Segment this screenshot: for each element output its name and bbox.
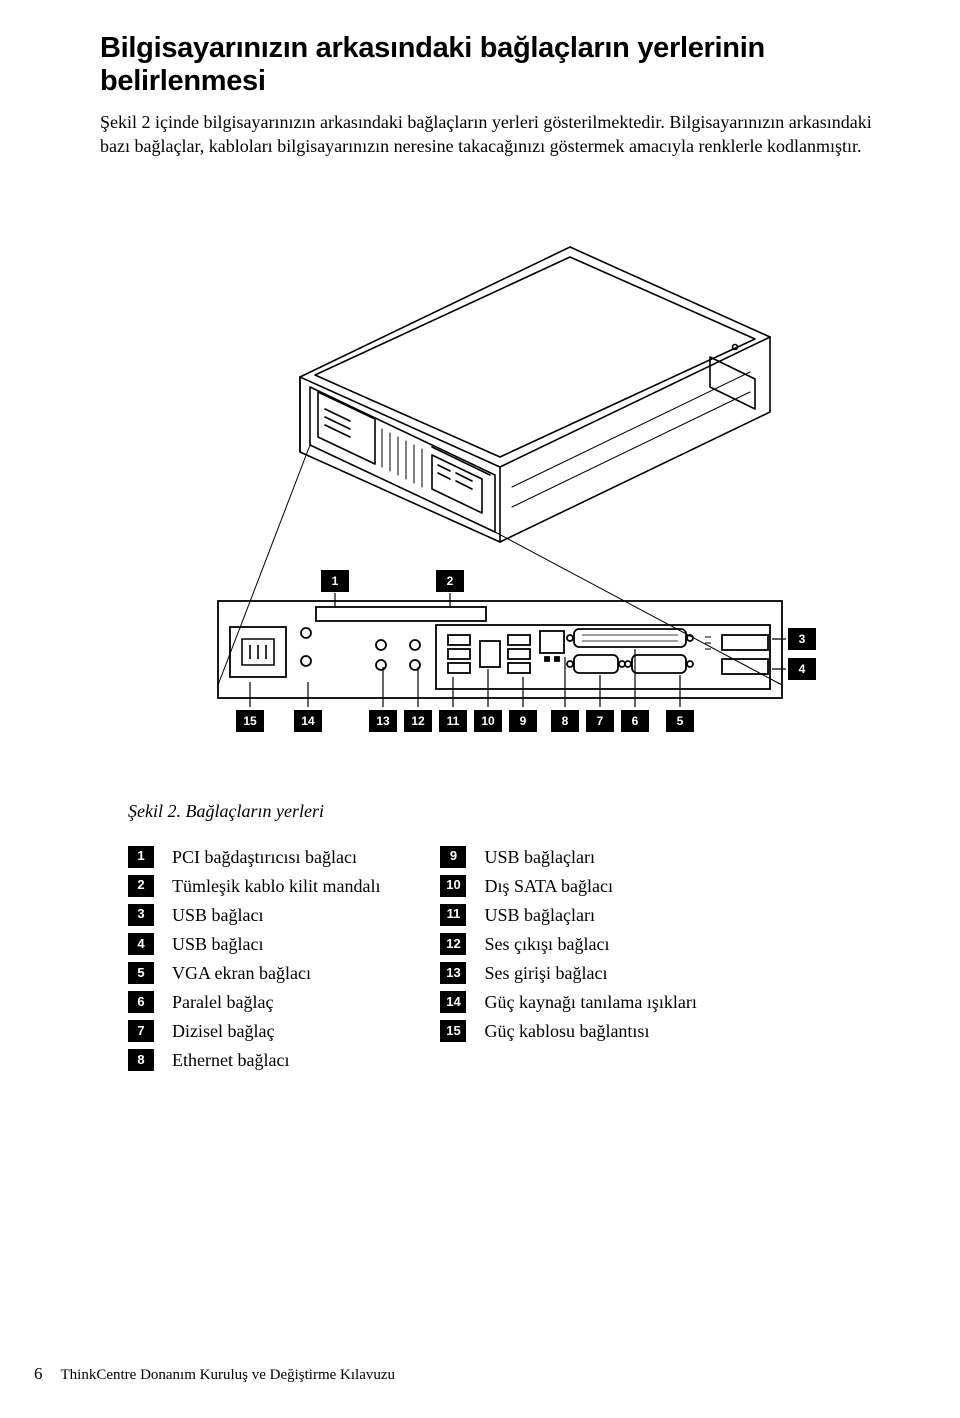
legend-row: 14 Güç kaynağı tanılama ışıkları — [440, 989, 696, 1015]
legend-row: 13 Ses girişi bağlacı — [440, 960, 696, 986]
callout-badge: 13 — [369, 710, 397, 732]
figure-container: 12 34 15141312111098765 — [100, 187, 890, 787]
callout-badge: 9 — [509, 710, 537, 732]
legend-number-badge: 8 — [128, 1049, 154, 1071]
figure-caption: Şekil 2. Bağlaçların yerleri — [128, 801, 890, 822]
legend-label: Ethernet bağlacı — [172, 1047, 289, 1073]
legend-row: 11 USB bağlaçları — [440, 902, 696, 928]
legend-label: Güç kaynağı tanılama ışıkları — [484, 989, 696, 1015]
page-footer: 6 ThinkCentre Donanım Kuruluş ve Değişti… — [34, 1364, 395, 1384]
svg-text:9: 9 — [520, 714, 527, 728]
callout-badge: 14 — [294, 710, 322, 732]
legend-label: Ses çıkışı bağlacı — [484, 931, 609, 957]
legend-number-badge: 9 — [440, 846, 466, 868]
svg-text:13: 13 — [376, 714, 390, 728]
legend-row: 8 Ethernet bağlacı — [128, 1047, 380, 1073]
callout-badge: 10 — [474, 710, 502, 732]
svg-text:10: 10 — [481, 714, 495, 728]
legend-row: 2 Tümleşik kablo kilit mandalı — [128, 873, 380, 899]
legend-row: 5 VGA ekran bağlacı — [128, 960, 380, 986]
legend-label: Dizisel bağlaç — [172, 1018, 274, 1044]
legend-number-badge: 12 — [440, 933, 466, 955]
svg-text:11: 11 — [447, 714, 460, 728]
legend-number-badge: 3 — [128, 904, 154, 926]
legend-number-badge: 13 — [440, 962, 466, 984]
legend-label: USB bağlaçları — [484, 902, 594, 928]
legend-number-badge: 4 — [128, 933, 154, 955]
legend-row: 10 Dış SATA bağlacı — [440, 873, 696, 899]
legend-label: USB bağlaçları — [484, 844, 594, 870]
svg-text:8: 8 — [562, 714, 569, 728]
page-heading: Bilgisayarınızın arkasındaki bağlaçların… — [100, 32, 890, 98]
legend-row: 12 Ses çıkışı bağlacı — [440, 931, 696, 957]
legend-label: Ses girişi bağlacı — [484, 960, 607, 986]
legend-number-badge: 14 — [440, 991, 466, 1013]
legend-number-badge: 1 — [128, 846, 154, 868]
callout-badge: 6 — [621, 710, 649, 732]
svg-text:7: 7 — [597, 714, 604, 728]
legend-row: 6 Paralel bağlaç — [128, 989, 380, 1015]
svg-text:3: 3 — [799, 632, 806, 646]
legend-label: VGA ekran bağlacı — [172, 960, 311, 986]
svg-text:1: 1 — [332, 574, 339, 588]
legend-number-badge: 11 — [440, 904, 466, 926]
svg-text:12: 12 — [411, 714, 425, 728]
legend-row: 15 Güç kablosu bağlantısı — [440, 1018, 696, 1044]
intro-paragraph: Şekil 2 içinde bilgisayarınızın arkasınd… — [100, 110, 890, 159]
footer-title: ThinkCentre Donanım Kuruluş ve Değiştirm… — [61, 1367, 396, 1384]
legend-number-badge: 6 — [128, 991, 154, 1013]
legend-label: PCI bağdaştırıcısı bağlacı — [172, 844, 357, 870]
legend-column-left: 1 PCI bağdaştırıcısı bağlacı 2 Tümleşik kab… — [128, 844, 380, 1074]
legend-number-badge: 10 — [440, 875, 466, 897]
legend-number-badge: 2 — [128, 875, 154, 897]
svg-text:15: 15 — [243, 714, 257, 728]
legend-label: Paralel bağlaç — [172, 989, 273, 1015]
legend-row: 3 USB bağlacı — [128, 902, 380, 928]
legend-label: USB bağlacı — [172, 902, 264, 928]
legend-row: 4 USB bağlacı — [128, 931, 380, 957]
page-number: 6 — [34, 1364, 43, 1384]
callout-badge: 4 — [788, 658, 816, 680]
callout-badge: 15 — [236, 710, 264, 732]
legend-label: Dış SATA bağlacı — [484, 873, 613, 899]
callout-badge: 8 — [551, 710, 579, 732]
legend-row: 9 USB bağlaçları — [440, 844, 696, 870]
legend-number-badge: 5 — [128, 962, 154, 984]
svg-text:14: 14 — [301, 714, 315, 728]
legend-column-right: 9 USB bağlaçları 10 Dış SATA bağlacı 11 USB b… — [440, 844, 696, 1074]
legend-label: USB bağlacı — [172, 931, 264, 957]
callout-badge: 1 — [321, 570, 349, 592]
callout-badge: 7 — [586, 710, 614, 732]
svg-text:2: 2 — [447, 574, 454, 588]
legend-number-badge: 15 — [440, 1020, 466, 1042]
callout-badge: 11 — [439, 710, 467, 732]
legend-row: 7 Dizisel bağlaç — [128, 1018, 380, 1044]
svg-text:6: 6 — [632, 714, 639, 728]
svg-text:4: 4 — [799, 662, 806, 676]
legend-number-badge: 7 — [128, 1020, 154, 1042]
callout-badge: 5 — [666, 710, 694, 732]
callout-badge: 3 — [788, 628, 816, 650]
legend-table: 1 PCI bağdaştırıcısı bağlacı 2 Tümleşik kab… — [128, 844, 890, 1074]
legend-row: 1 PCI bağdaştırıcısı bağlacı — [128, 844, 380, 870]
legend-label: Güç kablosu bağlantısı — [484, 1018, 649, 1044]
legend-label: Tümleşik kablo kilit mandalı — [172, 873, 380, 899]
callout-badge: 12 — [404, 710, 432, 732]
rear-connectors-figure: 12 34 15141312111098765 — [150, 187, 840, 787]
svg-text:5: 5 — [677, 714, 684, 728]
callout-badge: 2 — [436, 570, 464, 592]
